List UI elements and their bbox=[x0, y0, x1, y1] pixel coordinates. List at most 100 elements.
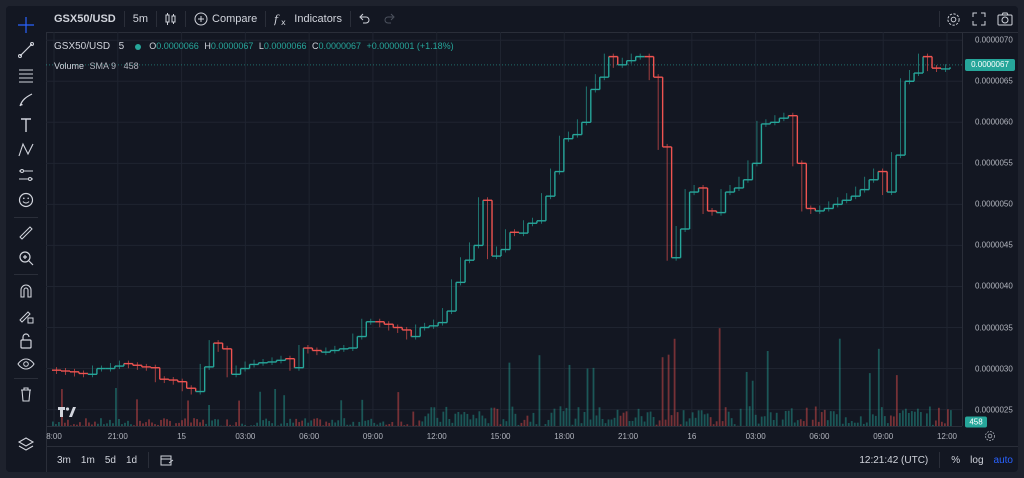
price-tick: 0.0000045 bbox=[975, 240, 1013, 250]
volume-bar bbox=[514, 413, 517, 426]
tradingview-logo[interactable] bbox=[58, 406, 76, 418]
volume-bar bbox=[601, 419, 604, 426]
log-toggle[interactable]: log bbox=[970, 454, 984, 466]
eye-icon[interactable] bbox=[13, 353, 39, 375]
time-tick: 03:00 bbox=[235, 432, 256, 441]
volume-bar bbox=[715, 421, 718, 426]
volume-bar bbox=[796, 420, 799, 426]
volume-bar bbox=[841, 423, 844, 426]
volume-bar bbox=[676, 412, 679, 426]
volume-bar bbox=[241, 423, 244, 426]
volume-bar bbox=[769, 412, 772, 426]
pattern-icon[interactable] bbox=[13, 139, 39, 161]
volume-bar bbox=[544, 424, 547, 426]
volume-bar bbox=[583, 411, 586, 426]
volume-bar bbox=[937, 407, 940, 426]
range-1d[interactable]: 1d bbox=[125, 454, 138, 466]
volume-bar bbox=[598, 407, 601, 426]
price-tick: 0.0000035 bbox=[975, 323, 1013, 332]
compare-button[interactable]: Compare bbox=[186, 6, 265, 32]
volume-bar bbox=[697, 410, 700, 426]
ruler-icon[interactable] bbox=[13, 222, 39, 244]
volume-bar bbox=[151, 422, 153, 426]
price-axis[interactable]: 0.0000067 458 0.0000070 0.0000065 0.000006… bbox=[962, 32, 1018, 428]
axis-settings-icon[interactable] bbox=[962, 426, 1018, 446]
volume-bar bbox=[700, 410, 703, 426]
indicators-label: Indicators bbox=[294, 13, 342, 25]
volume-bar bbox=[910, 411, 913, 426]
volume-label[interactable]: Volume bbox=[54, 61, 85, 71]
legend-symbol[interactable]: GSX50/USD bbox=[54, 41, 111, 52]
trash-icon[interactable] bbox=[13, 383, 39, 405]
goto-date-icon[interactable] bbox=[155, 454, 179, 466]
volume-bar bbox=[826, 420, 829, 426]
volume-bar bbox=[547, 419, 550, 426]
range-5d[interactable]: 5d bbox=[104, 454, 116, 466]
volume-bar bbox=[466, 413, 469, 426]
auto-toggle[interactable]: auto bbox=[993, 454, 1013, 466]
trend-line-icon[interactable] bbox=[13, 39, 39, 61]
volume-bar bbox=[565, 407, 568, 426]
interval-button[interactable]: 5m bbox=[132, 13, 149, 25]
text-icon[interactable] bbox=[13, 114, 39, 136]
range-3m[interactable]: 3m bbox=[57, 454, 71, 466]
brush-icon[interactable] bbox=[13, 89, 39, 111]
crosshair-icon[interactable] bbox=[13, 14, 39, 36]
lock-drawing-icon[interactable] bbox=[13, 305, 39, 327]
time-tick: 8:00 bbox=[46, 432, 62, 441]
undo-icon[interactable] bbox=[351, 6, 377, 32]
symbol-search-button[interactable]: GSX50/USD bbox=[54, 13, 116, 25]
magnet-icon[interactable] bbox=[13, 280, 39, 302]
volume-bar bbox=[950, 410, 952, 426]
settings-icon[interactable] bbox=[940, 6, 966, 32]
camera-icon[interactable] bbox=[992, 6, 1018, 32]
volume-bar bbox=[70, 425, 72, 426]
volume-bar bbox=[109, 419, 111, 426]
volume-bar bbox=[442, 411, 445, 426]
range-1m[interactable]: 1m bbox=[80, 454, 95, 466]
time-tick: 15:00 bbox=[490, 432, 511, 441]
fullscreen-icon[interactable] bbox=[966, 6, 992, 32]
volume-bar bbox=[460, 414, 463, 426]
lock-icon[interactable] bbox=[13, 330, 39, 352]
volume-bar bbox=[883, 416, 886, 426]
legend-o-label: O bbox=[149, 41, 157, 51]
volume-bar bbox=[139, 420, 141, 426]
volume-legend: Volume SMA 9 458 bbox=[54, 61, 139, 71]
volume-bar bbox=[802, 421, 805, 426]
volume-bar bbox=[484, 418, 487, 426]
percent-toggle[interactable]: % bbox=[951, 454, 961, 466]
volume-bar bbox=[757, 423, 760, 426]
price-chart[interactable] bbox=[46, 32, 962, 426]
price-tick: 0.0000025 bbox=[975, 405, 1013, 415]
chart-pane[interactable]: GSX50/USD 5 O0.0000066 H0.0000067 L0.000… bbox=[46, 32, 962, 426]
volume-bar bbox=[193, 418, 195, 426]
time-tick: 06:00 bbox=[299, 432, 320, 441]
volume-bar bbox=[451, 422, 454, 426]
volume-bar bbox=[763, 416, 766, 426]
volume-bar bbox=[634, 417, 637, 426]
volume-bar bbox=[271, 423, 274, 426]
volume-bar bbox=[325, 421, 328, 426]
time-axis[interactable]: 8:00 21:00 15 03:00 06:00 09:00 12:00 15:00 18:0… bbox=[46, 426, 962, 447]
prediction-icon[interactable] bbox=[13, 164, 39, 186]
volume-bar bbox=[268, 420, 271, 426]
fib-icon[interactable] bbox=[13, 64, 39, 86]
volume-bar bbox=[934, 420, 937, 426]
volume-bar bbox=[352, 421, 355, 426]
chart-type-button[interactable] bbox=[157, 6, 185, 32]
volume-bar bbox=[226, 419, 228, 426]
emoji-icon[interactable] bbox=[13, 189, 39, 211]
legend-c-label: C bbox=[311, 41, 319, 51]
volume-bar bbox=[133, 425, 135, 426]
volume-bar bbox=[667, 354, 670, 426]
volume-bar bbox=[535, 424, 538, 426]
redo-icon[interactable] bbox=[377, 6, 403, 32]
zoom-in-icon[interactable] bbox=[13, 247, 39, 269]
volume-bar bbox=[931, 424, 934, 426]
clock[interactable]: 12:21:42 (UTC) bbox=[859, 454, 929, 466]
volume-bar bbox=[664, 419, 667, 426]
layers-icon[interactable] bbox=[13, 434, 39, 456]
volume-bar bbox=[640, 416, 643, 426]
